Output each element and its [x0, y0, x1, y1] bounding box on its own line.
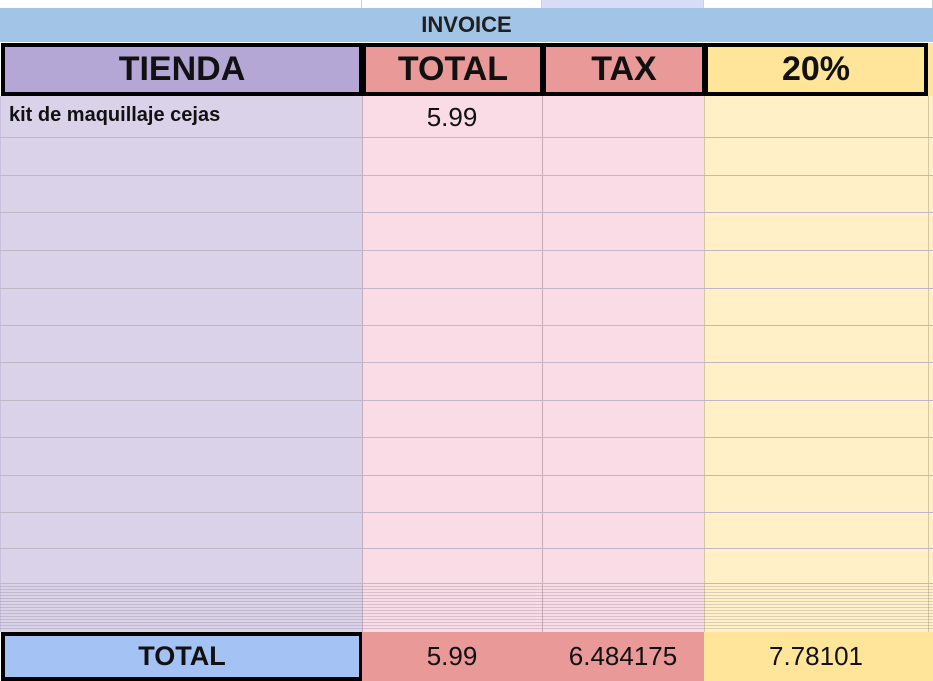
- footer-cell-rate[interactable]: 7.78101: [704, 632, 928, 681]
- header-cell-rate[interactable]: 20%: [704, 43, 928, 96]
- footer-tax-value: 6.484175: [568, 641, 678, 671]
- hidden-row-separator: [0, 610, 933, 611]
- top-cell-c[interactable]: [542, 0, 704, 8]
- footer-rate-value: 7.78101: [769, 641, 863, 671]
- row-separator: [0, 437, 933, 438]
- row-separator: [0, 362, 933, 363]
- row-separator: [0, 475, 933, 476]
- footer-cell-tax[interactable]: 6.484175: [542, 632, 704, 681]
- top-cell-b[interactable]: [362, 0, 542, 8]
- hidden-row-separator: [0, 592, 933, 593]
- header-store-label: TIENDA: [118, 50, 246, 88]
- header-total-label: TOTAL: [397, 50, 509, 88]
- row-separator: [0, 175, 933, 176]
- total-column[interactable]: [362, 96, 542, 632]
- row-separator: [0, 137, 933, 138]
- hidden-row-separator: [0, 622, 933, 623]
- row-separator: [0, 288, 933, 289]
- hidden-row-separator: [0, 598, 933, 599]
- footer-total-value: 5.99: [426, 641, 478, 671]
- footer-cell-label[interactable]: TOTAL: [1, 632, 363, 681]
- row-separator: [0, 548, 933, 549]
- header-cell-tax[interactable]: TAX: [542, 43, 706, 96]
- hidden-row-separator: [0, 604, 933, 605]
- footer-label: TOTAL: [138, 641, 226, 671]
- header-rate-label: 20%: [781, 50, 851, 88]
- store-column[interactable]: [0, 96, 362, 632]
- header-cell-overflow[interactable]: [928, 43, 933, 96]
- hidden-row-separator: [0, 589, 933, 590]
- top-cell-d[interactable]: [704, 0, 933, 8]
- hidden-row-separator: [0, 619, 933, 620]
- hidden-row-separator: [0, 628, 933, 629]
- invoice-title: INVOICE: [421, 12, 512, 37]
- row-separator: [0, 212, 933, 213]
- row-separator: [0, 512, 933, 513]
- hidden-row-separator: [0, 607, 933, 608]
- header-cell-store[interactable]: TIENDA: [1, 43, 363, 96]
- row-1-store[interactable]: kit de maquillaje cejas: [9, 104, 221, 126]
- rate-column[interactable]: [704, 96, 928, 632]
- footer-cell-overflow[interactable]: [928, 632, 933, 681]
- header-cell-total[interactable]: TOTAL: [362, 43, 544, 96]
- overflow-column[interactable]: [928, 96, 933, 632]
- row-1-total[interactable]: 5.99: [426, 102, 478, 132]
- hidden-row-separator: [0, 616, 933, 617]
- row-separator: [0, 400, 933, 401]
- row-separator: [0, 325, 933, 326]
- row-separator: [0, 250, 933, 251]
- invoice-title-cell[interactable]: INVOICE: [0, 8, 933, 42]
- hidden-row-separator: [0, 586, 933, 587]
- footer-cell-total[interactable]: 5.99: [362, 632, 542, 681]
- hidden-row-separator: [0, 601, 933, 602]
- hidden-row-separator: [0, 595, 933, 596]
- hidden-row-separator: [0, 625, 933, 626]
- row-separator: [0, 583, 933, 584]
- header-tax-label: TAX: [591, 50, 657, 88]
- top-cell-a[interactable]: [0, 0, 362, 8]
- tax-column[interactable]: [542, 96, 704, 632]
- hidden-row-separator: [0, 613, 933, 614]
